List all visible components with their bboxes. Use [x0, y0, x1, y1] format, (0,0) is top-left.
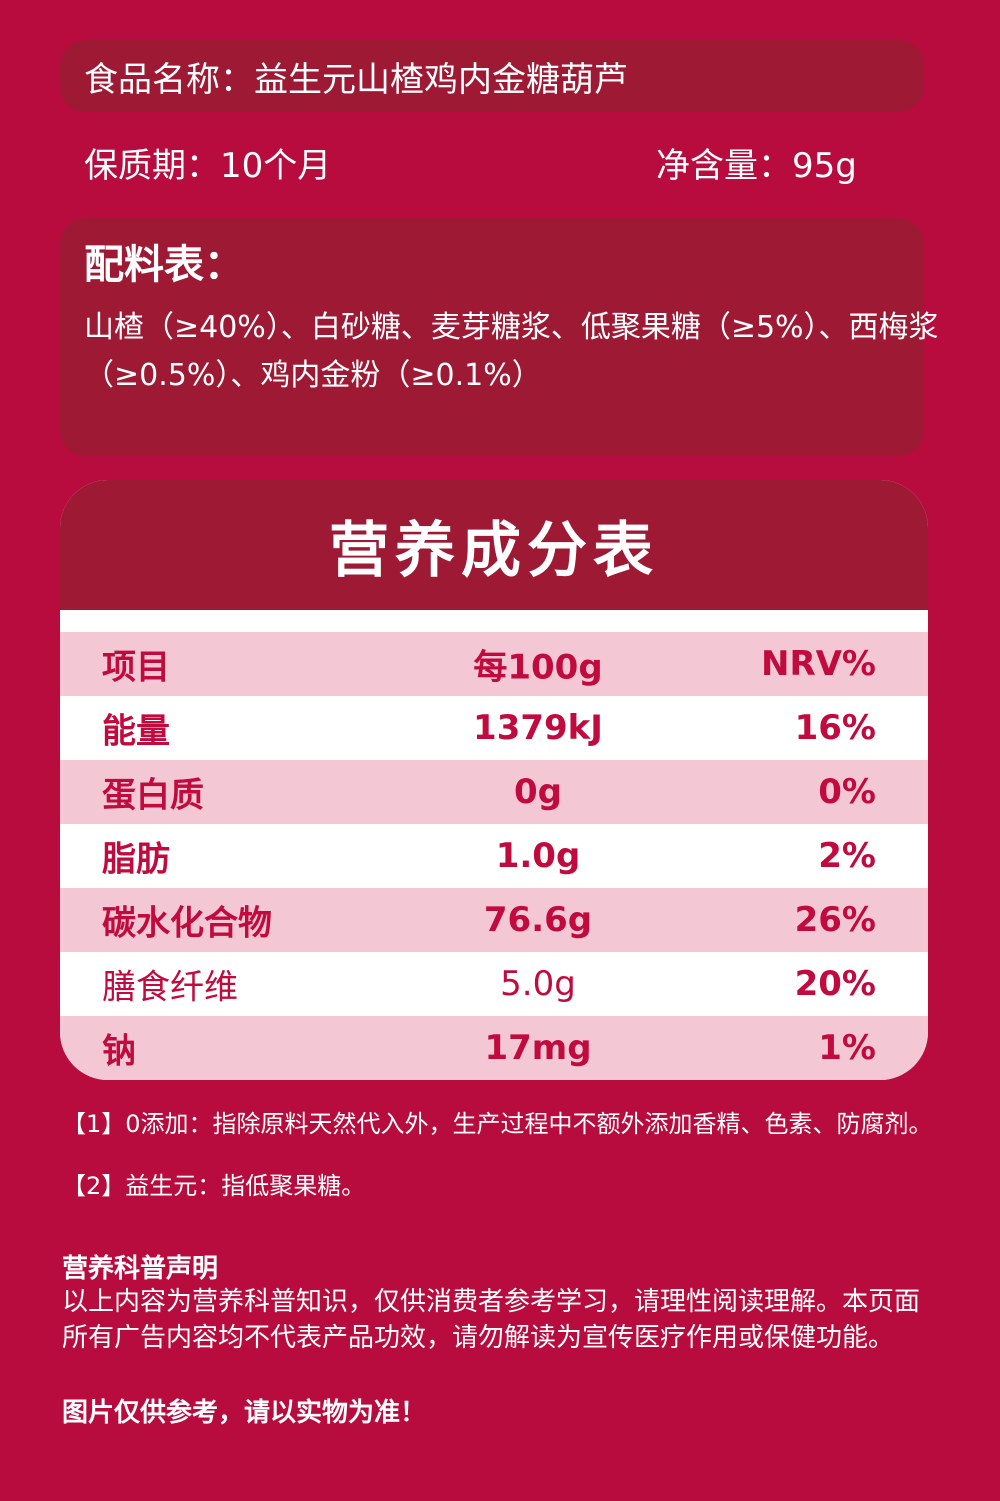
nutrition-title: 营养成分表: [60, 480, 928, 610]
row-name: 钠: [102, 1031, 136, 1072]
net-content-value: 95g: [792, 146, 857, 186]
ingredients-box: 配料表： 山楂（≥40%）、白砂糖、麦芽糖浆、低聚果糖（≥5%）、西梅浆（≥0.…: [60, 218, 939, 456]
row-nrv: 20%: [794, 964, 876, 1004]
shelf-life: 保质期：10个月: [84, 138, 331, 187]
row-name: 蛋白质: [102, 775, 204, 816]
row-nrv: 26%: [794, 900, 876, 940]
product-name-box: 食品名称： 益生元山楂鸡内金糖葫芦: [60, 40, 924, 112]
row-name: 膳食纤维: [102, 967, 238, 1008]
footnote-2: 【2】益生元：指低聚果糖。: [62, 1172, 366, 1200]
row-value: 0g: [514, 772, 562, 812]
shelf-life-label: 保质期：: [84, 146, 220, 186]
footnote-1: 【1】0添加：指除原料天然代入外，生产过程中不额外添加香精、色素、防腐剂。: [62, 1110, 933, 1138]
row-value: 1379kJ: [473, 708, 603, 748]
row-value: 5.0g: [500, 964, 576, 1004]
declaration-title: 营养科普声明: [62, 1254, 219, 1284]
product-name-value: 益生元山楂鸡内金糖葫芦: [254, 59, 628, 100]
nutrition-body: 项目 每100g NRV% 能量 1379kJ 16% 蛋白质 0g 0% 脂肪…: [60, 632, 928, 1080]
row-nrv: 0%: [818, 772, 876, 812]
row-nrv: 1%: [818, 1028, 876, 1068]
table-row: 蛋白质 0g 0%: [60, 760, 928, 824]
row-nrv: 2%: [818, 836, 876, 876]
table-row: 碳水化合物 76.6g 26%: [60, 888, 928, 952]
table-header-row: 项目 每100g NRV%: [60, 632, 928, 696]
row-name: 脂肪: [102, 839, 170, 880]
row-name: 碳水化合物: [102, 903, 272, 944]
row-nrv: 16%: [794, 708, 876, 748]
row-name: 能量: [102, 711, 170, 752]
table-row: 能量 1379kJ 16%: [60, 696, 928, 760]
declaration-text: 以上内容为营养科普知识，仅供消费者参考学习，请理性阅读理解。本页面所有广告内容均…: [62, 1287, 921, 1353]
net-content: 净含量：95g: [656, 138, 857, 187]
table-row: 钠 17mg 1%: [60, 1016, 928, 1080]
net-content-label: 净含量：: [656, 146, 792, 186]
nutrition-table: 营养成分表 项目 每100g NRV% 能量 1379kJ 16% 蛋白质 0g…: [60, 480, 928, 1080]
header-nrv: NRV%: [760, 644, 876, 684]
reference-note: 图片仅供参考，请以实物为准！: [62, 1398, 427, 1428]
product-name-label: 食品名称：: [84, 59, 254, 100]
row-value: 1.0g: [495, 836, 581, 876]
table-row: 脂肪 1.0g 2%: [60, 824, 928, 888]
row-value: 17mg: [484, 1028, 592, 1068]
ingredients-title: 配料表：: [84, 242, 244, 288]
row-value: 76.6g: [483, 900, 593, 940]
header-item: 项目: [102, 647, 170, 688]
table-row: 膳食纤维 5.0g 20%: [60, 952, 928, 1016]
header-per100g: 每100g: [473, 647, 603, 688]
ingredients-text: 山楂（≥40%）、白砂糖、麦芽糖浆、低聚果糖（≥5%）、西梅浆（≥0.5%）、鸡…: [84, 310, 939, 393]
shelf-life-value: 10个月: [220, 146, 332, 186]
